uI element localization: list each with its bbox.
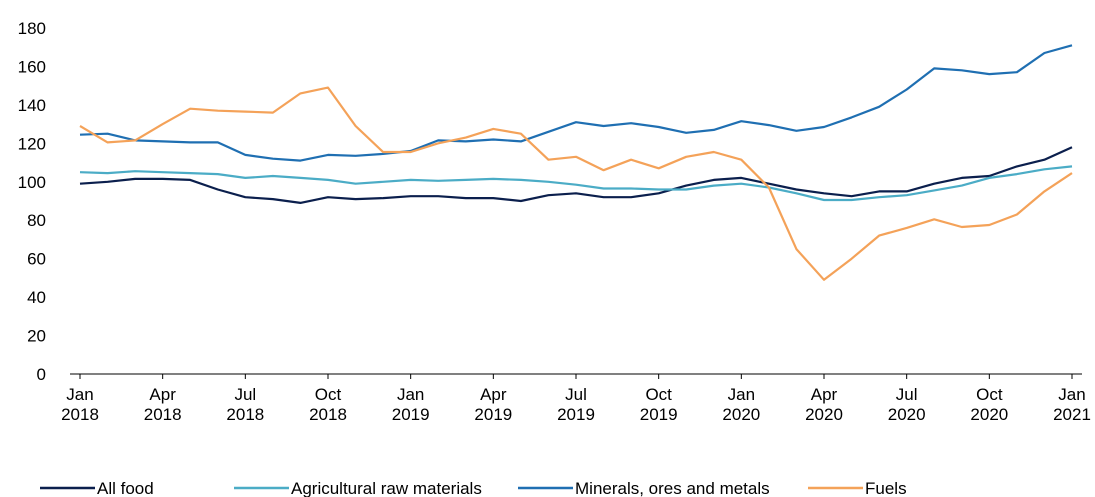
- x-tick-label: Jan 2021: [1053, 385, 1091, 424]
- y-tick-label: 40: [27, 288, 46, 307]
- series-line: [79, 44, 1073, 162]
- x-tick-label: Apr 2018: [144, 385, 182, 424]
- series-line: [79, 146, 1073, 204]
- y-tick-label: 100: [18, 173, 46, 192]
- y-tick-label: 180: [18, 19, 46, 38]
- y-tick-label: 80: [27, 211, 46, 230]
- x-tick-label: Jan 2020: [722, 385, 760, 424]
- legend-label: Agricultural raw materials: [291, 479, 482, 497]
- x-tick-label: Oct 2020: [970, 385, 1008, 424]
- legend-label: Fuels: [865, 479, 907, 497]
- x-tick-label: Oct 2018: [309, 385, 347, 424]
- x-tick-label: Jul 2020: [888, 385, 926, 424]
- x-tick-label: Jan 2019: [392, 385, 430, 424]
- y-tick-label: 0: [37, 365, 46, 384]
- y-tick-label: 20: [27, 327, 46, 346]
- x-tick-label: Jul 2018: [226, 385, 264, 424]
- x-tick-label: Apr 2019: [474, 385, 512, 424]
- x-tick-label: Oct 2019: [640, 385, 678, 424]
- series-line: [79, 165, 1073, 202]
- x-tick-label: Apr 2020: [805, 385, 843, 424]
- x-tick-label: Jan 2018: [61, 385, 99, 424]
- y-tick-label: 140: [18, 96, 46, 115]
- y-tick-label: 160: [18, 57, 46, 76]
- y-tick-label: 60: [27, 250, 46, 269]
- series-line: [79, 86, 1073, 281]
- x-tick-label: Jul 2019: [557, 385, 595, 424]
- legend-label: All food: [97, 479, 154, 497]
- legend-label: Minerals, ores and metals: [575, 479, 770, 497]
- y-tick-label: 120: [18, 134, 46, 153]
